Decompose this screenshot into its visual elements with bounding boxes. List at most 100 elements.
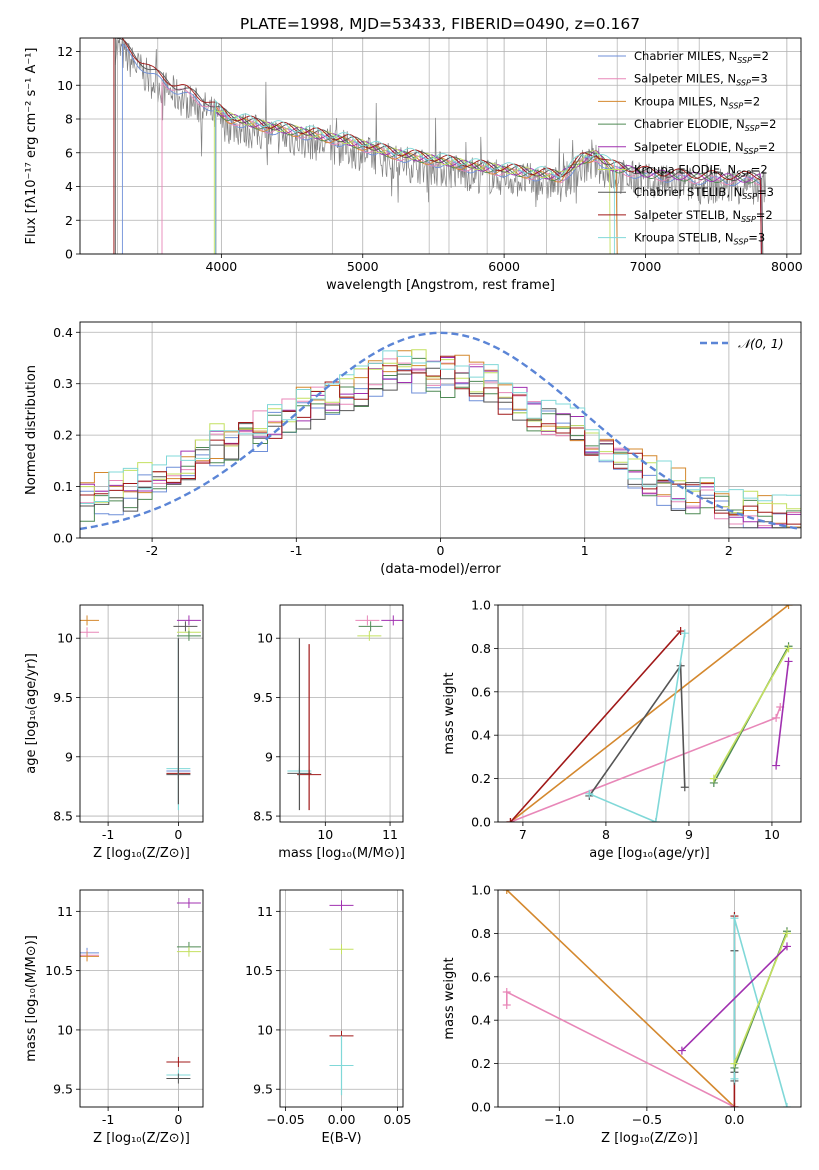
y-tick-label: 10 (257, 1022, 273, 1037)
y-tick-label: 10.5 (245, 963, 273, 978)
panel-mass-vs-Z: -1 0 9.5 10 10.5 11 Z [log₁₀(Z/Z⊙)] mass [log₁₀… (24, 889, 204, 1146)
plot-area (329, 900, 354, 1096)
legend-entry-label: Kroupa STELIB, NSSP=3 (634, 231, 765, 247)
grid (280, 605, 403, 822)
legend-entry-label: 𝒩(0, 1) (738, 336, 784, 351)
legend-text: Chabrier ELODIE, N (634, 117, 745, 131)
weight-series-line (510, 605, 789, 822)
weight-point-marker (677, 1046, 686, 1055)
gaussian-curve (80, 331, 801, 531)
legend-subscript: SSP (736, 170, 751, 179)
x-tick-label: 0 (174, 1112, 182, 1127)
axes-frame (279, 889, 404, 1108)
weight-series-line (733, 917, 788, 1107)
y-tick-label: 10 (57, 78, 73, 93)
y-tick-label: 0.4 (53, 325, 73, 340)
legend-subscript: SSP (729, 101, 744, 110)
legend-entry-label: Salpeter STELIB, NSSP=2 (634, 208, 773, 224)
plot-area (80, 898, 201, 1084)
legend-entry-label: Chabrier STELIB, NSSP=3 (634, 185, 774, 201)
weight-point-marker (585, 789, 594, 798)
y-axis-label: age [log₁₀(age/yr)] (24, 653, 39, 774)
y-tick-label: 11 (257, 904, 273, 919)
legend-value: =2 (752, 49, 769, 63)
y-tick-label: 0.6 (471, 684, 491, 699)
grid (498, 889, 801, 1108)
histogram-series-step (80, 350, 801, 504)
axes-frame (79, 889, 204, 1108)
legend-subscript: SSP (745, 124, 760, 133)
x-tick-label: 9 (685, 827, 693, 842)
x-axis-label: mass [log₁₀(M/M⊙)] (278, 846, 405, 861)
weight-series-line (588, 633, 686, 822)
x-tick-label: 10 (317, 827, 333, 842)
legend-text: Salpeter ELODIE, N (634, 140, 744, 154)
axes-frame (79, 321, 802, 539)
weight-point-marker (676, 627, 685, 636)
x-tick-label: 10 (764, 827, 780, 842)
weight-point-marker (772, 713, 781, 722)
x-tick-label: 8 (602, 827, 610, 842)
y-tick-label: 0.8 (471, 641, 491, 656)
plot-area (113, 38, 767, 254)
x-axis-label: wavelength [Angstrom, rest frame] (326, 278, 555, 293)
x-tick-label: -1 (102, 827, 114, 842)
axes-frame (279, 604, 404, 823)
panel-spectrum: 4000 5000 6000 7000 8000 0 2 4 6 8 10 12 wavelength … (24, 37, 803, 293)
model-spectrum-line (113, 38, 762, 254)
legend-subscript: SSP (736, 79, 751, 88)
y-tick-label: 0 (65, 247, 73, 262)
y-tick-label: 0.4 (471, 1013, 491, 1028)
y-tick-label: 9.5 (53, 690, 73, 705)
weight-series-line (506, 990, 735, 1107)
legend-subscript: SSP (734, 238, 749, 247)
panel-mass-vs-ebv: −0.05 0.00 0.05 9.5 10 10.5 11 E(B-V) (245, 889, 411, 1146)
y-tick-label: 10.5 (45, 963, 73, 978)
legend-entry-label: Salpeter ELODIE, NSSP=2 (634, 140, 775, 156)
x-tick-label: −1.0 (544, 1112, 574, 1127)
x-tick-label: 8000 (771, 259, 803, 274)
x-tick-label: -1 (290, 543, 302, 558)
weight-point-marker (730, 1059, 739, 1068)
legend-value: =3 (748, 231, 765, 245)
grid (80, 890, 203, 1107)
legend-subscript: SSP (744, 147, 759, 156)
weight-series-line (510, 706, 781, 822)
legend-subscript: SSP (742, 192, 757, 201)
weight-point-marker (680, 783, 689, 792)
x-tick-label: 4000 (205, 259, 237, 274)
axes-frame (497, 889, 802, 1108)
x-tick-label: 0 (174, 827, 182, 842)
axes-frame (497, 604, 802, 823)
axes-frame (79, 604, 204, 823)
x-tick-label: −0.5 (632, 1112, 662, 1127)
y-tick-label: 0.2 (471, 771, 491, 786)
x-tick-label: 0.0 (724, 1112, 744, 1127)
grid (80, 605, 203, 822)
weight-series-line (775, 661, 790, 766)
weight-point-marker (784, 605, 793, 609)
weight-point-marker (784, 657, 793, 666)
legend-value: =2 (758, 140, 775, 154)
legend-text: Kroupa MILES, N (634, 94, 729, 108)
legend-entry-label: Salpeter MILES, NSSP=3 (634, 72, 768, 88)
panel-weight-vs-age: 7 8 9 10 0.0 0.2 0.4 0.6 0.8 1.0 age [log₁₀(age/yr… (442, 598, 802, 861)
y-tick-label: 10 (57, 631, 73, 646)
legend-text: Chabrier STELIB, N (634, 185, 742, 199)
y-tick-label: 4 (65, 179, 73, 194)
y-tick-label: 8.5 (53, 809, 73, 824)
model-spectrum-line (213, 109, 611, 254)
weight-point-marker (782, 942, 791, 951)
panel-weight-vs-Z: −1.0 −0.5 0.0 0.0 0.2 0.4 0.6 0.8 1.0 Z [log₁₀(Z/… (442, 883, 802, 1146)
legend-value: =2 (756, 208, 773, 222)
legend-text: Salpeter STELIB, N (634, 208, 741, 222)
figure-title: PLATE=1998, MJD=53433, FIBERID=0490, z=0… (240, 15, 640, 33)
weight-series-line (509, 630, 682, 822)
x-tick-label: 5000 (347, 259, 379, 274)
legend-text: Kroupa ELODIE, N (634, 163, 736, 177)
x-axis-label: (data-model)/error (380, 562, 501, 577)
y-tick-label: 0.0 (471, 815, 491, 830)
model-spectrum-line (215, 110, 762, 254)
y-tick-label: 0.4 (471, 728, 491, 743)
